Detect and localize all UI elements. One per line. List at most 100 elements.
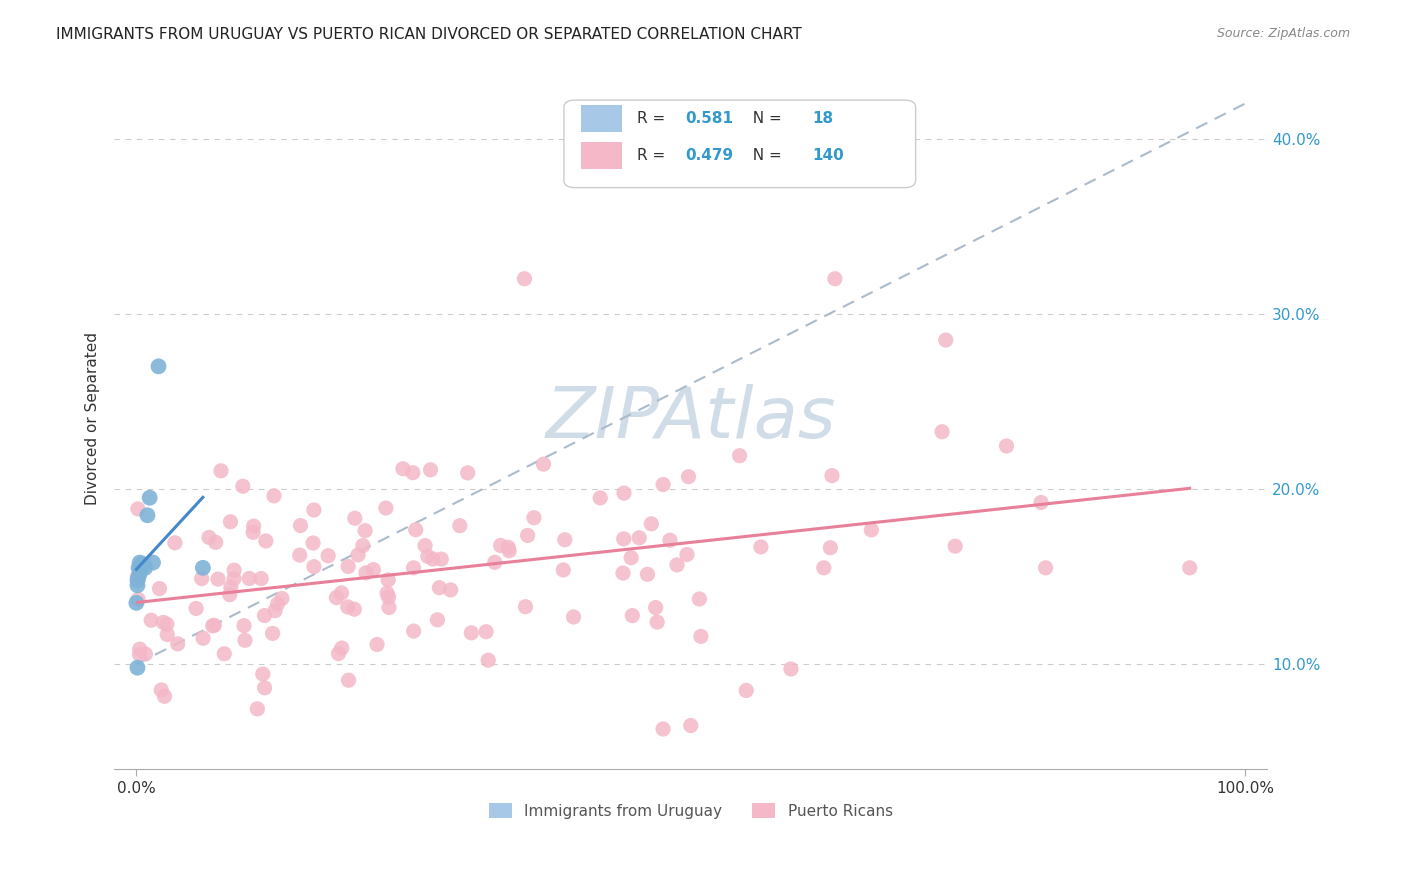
Point	[860, 523, 883, 537]
Point	[253, 681, 276, 695]
Point	[375, 586, 398, 600]
Point	[330, 640, 353, 655]
Point	[214, 647, 236, 661]
Point	[943, 539, 966, 553]
Point	[1029, 495, 1052, 509]
Point	[484, 555, 506, 569]
Point	[457, 466, 479, 480]
Point	[202, 618, 225, 632]
Point	[416, 549, 439, 564]
Text: IMMIGRANTS FROM URUGUAY VS PUERTO RICAN DIVORCED OR SEPARATED CORRELATION CHART: IMMIGRANTS FROM URUGUAY VS PUERTO RICAN …	[56, 27, 801, 42]
Point	[141, 613, 163, 627]
Point	[128, 556, 150, 570]
Point	[128, 569, 150, 583]
Point	[666, 558, 689, 572]
Text: R =: R =	[637, 111, 669, 126]
Point	[343, 602, 366, 616]
Point	[128, 642, 150, 657]
Point	[246, 702, 269, 716]
Point	[513, 272, 536, 286]
Point	[413, 539, 436, 553]
Point	[138, 491, 160, 505]
Point	[153, 690, 176, 704]
Point	[366, 638, 388, 652]
Point	[128, 648, 150, 662]
Point	[209, 464, 232, 478]
Point	[678, 469, 700, 483]
Point	[233, 618, 256, 632]
Point	[688, 592, 710, 607]
Point	[405, 523, 427, 537]
Point	[191, 561, 214, 575]
Text: N =: N =	[742, 111, 786, 126]
Point	[995, 439, 1018, 453]
Point	[813, 561, 835, 575]
Point	[489, 539, 512, 553]
Point	[127, 661, 149, 675]
Point	[150, 682, 173, 697]
Point	[127, 573, 149, 587]
Point	[330, 586, 353, 600]
Point	[263, 489, 285, 503]
Text: Source: ZipAtlas.com: Source: ZipAtlas.com	[1216, 27, 1350, 40]
Point	[824, 272, 846, 286]
Point	[134, 558, 156, 572]
Point	[127, 574, 149, 588]
Point	[184, 601, 207, 615]
Point	[735, 683, 758, 698]
Point	[238, 572, 260, 586]
Point	[316, 549, 339, 563]
Point	[477, 653, 499, 667]
Point	[336, 599, 359, 614]
Point	[676, 548, 699, 562]
Point	[644, 600, 666, 615]
Point	[148, 582, 170, 596]
Point	[201, 619, 224, 633]
Point	[207, 572, 229, 586]
Point	[460, 625, 482, 640]
Text: N =: N =	[742, 148, 786, 163]
Point	[931, 425, 953, 439]
Point	[131, 558, 153, 572]
Point	[222, 563, 245, 577]
Point	[1178, 561, 1201, 575]
Y-axis label: Divorced or Separated: Divorced or Separated	[86, 333, 100, 506]
Point	[363, 563, 385, 577]
Point	[449, 518, 471, 533]
Point	[128, 566, 150, 580]
Point	[553, 563, 575, 577]
Point	[640, 516, 662, 531]
Text: 0.479: 0.479	[685, 148, 733, 163]
Point	[302, 536, 325, 550]
Point	[515, 599, 537, 614]
Point	[129, 561, 152, 575]
Point	[156, 617, 179, 632]
Point	[262, 626, 284, 640]
Point	[419, 463, 441, 477]
Point	[613, 486, 636, 500]
Point	[440, 582, 463, 597]
Point	[377, 590, 399, 604]
Point	[820, 541, 842, 555]
Point	[136, 508, 159, 523]
FancyBboxPatch shape	[564, 100, 915, 187]
Point	[343, 511, 366, 525]
Point	[378, 600, 401, 615]
Point	[142, 556, 165, 570]
Point	[621, 608, 644, 623]
Point	[219, 515, 242, 529]
Point	[658, 533, 681, 548]
Point	[690, 629, 713, 643]
FancyBboxPatch shape	[581, 142, 621, 169]
Point	[402, 466, 425, 480]
Point	[475, 624, 498, 639]
Point	[166, 637, 188, 651]
Point	[347, 548, 370, 562]
Point	[679, 718, 702, 732]
Point	[749, 540, 772, 554]
Point	[533, 457, 555, 471]
Point	[516, 528, 538, 542]
FancyBboxPatch shape	[581, 105, 621, 132]
Point	[127, 502, 149, 516]
Point	[250, 572, 273, 586]
